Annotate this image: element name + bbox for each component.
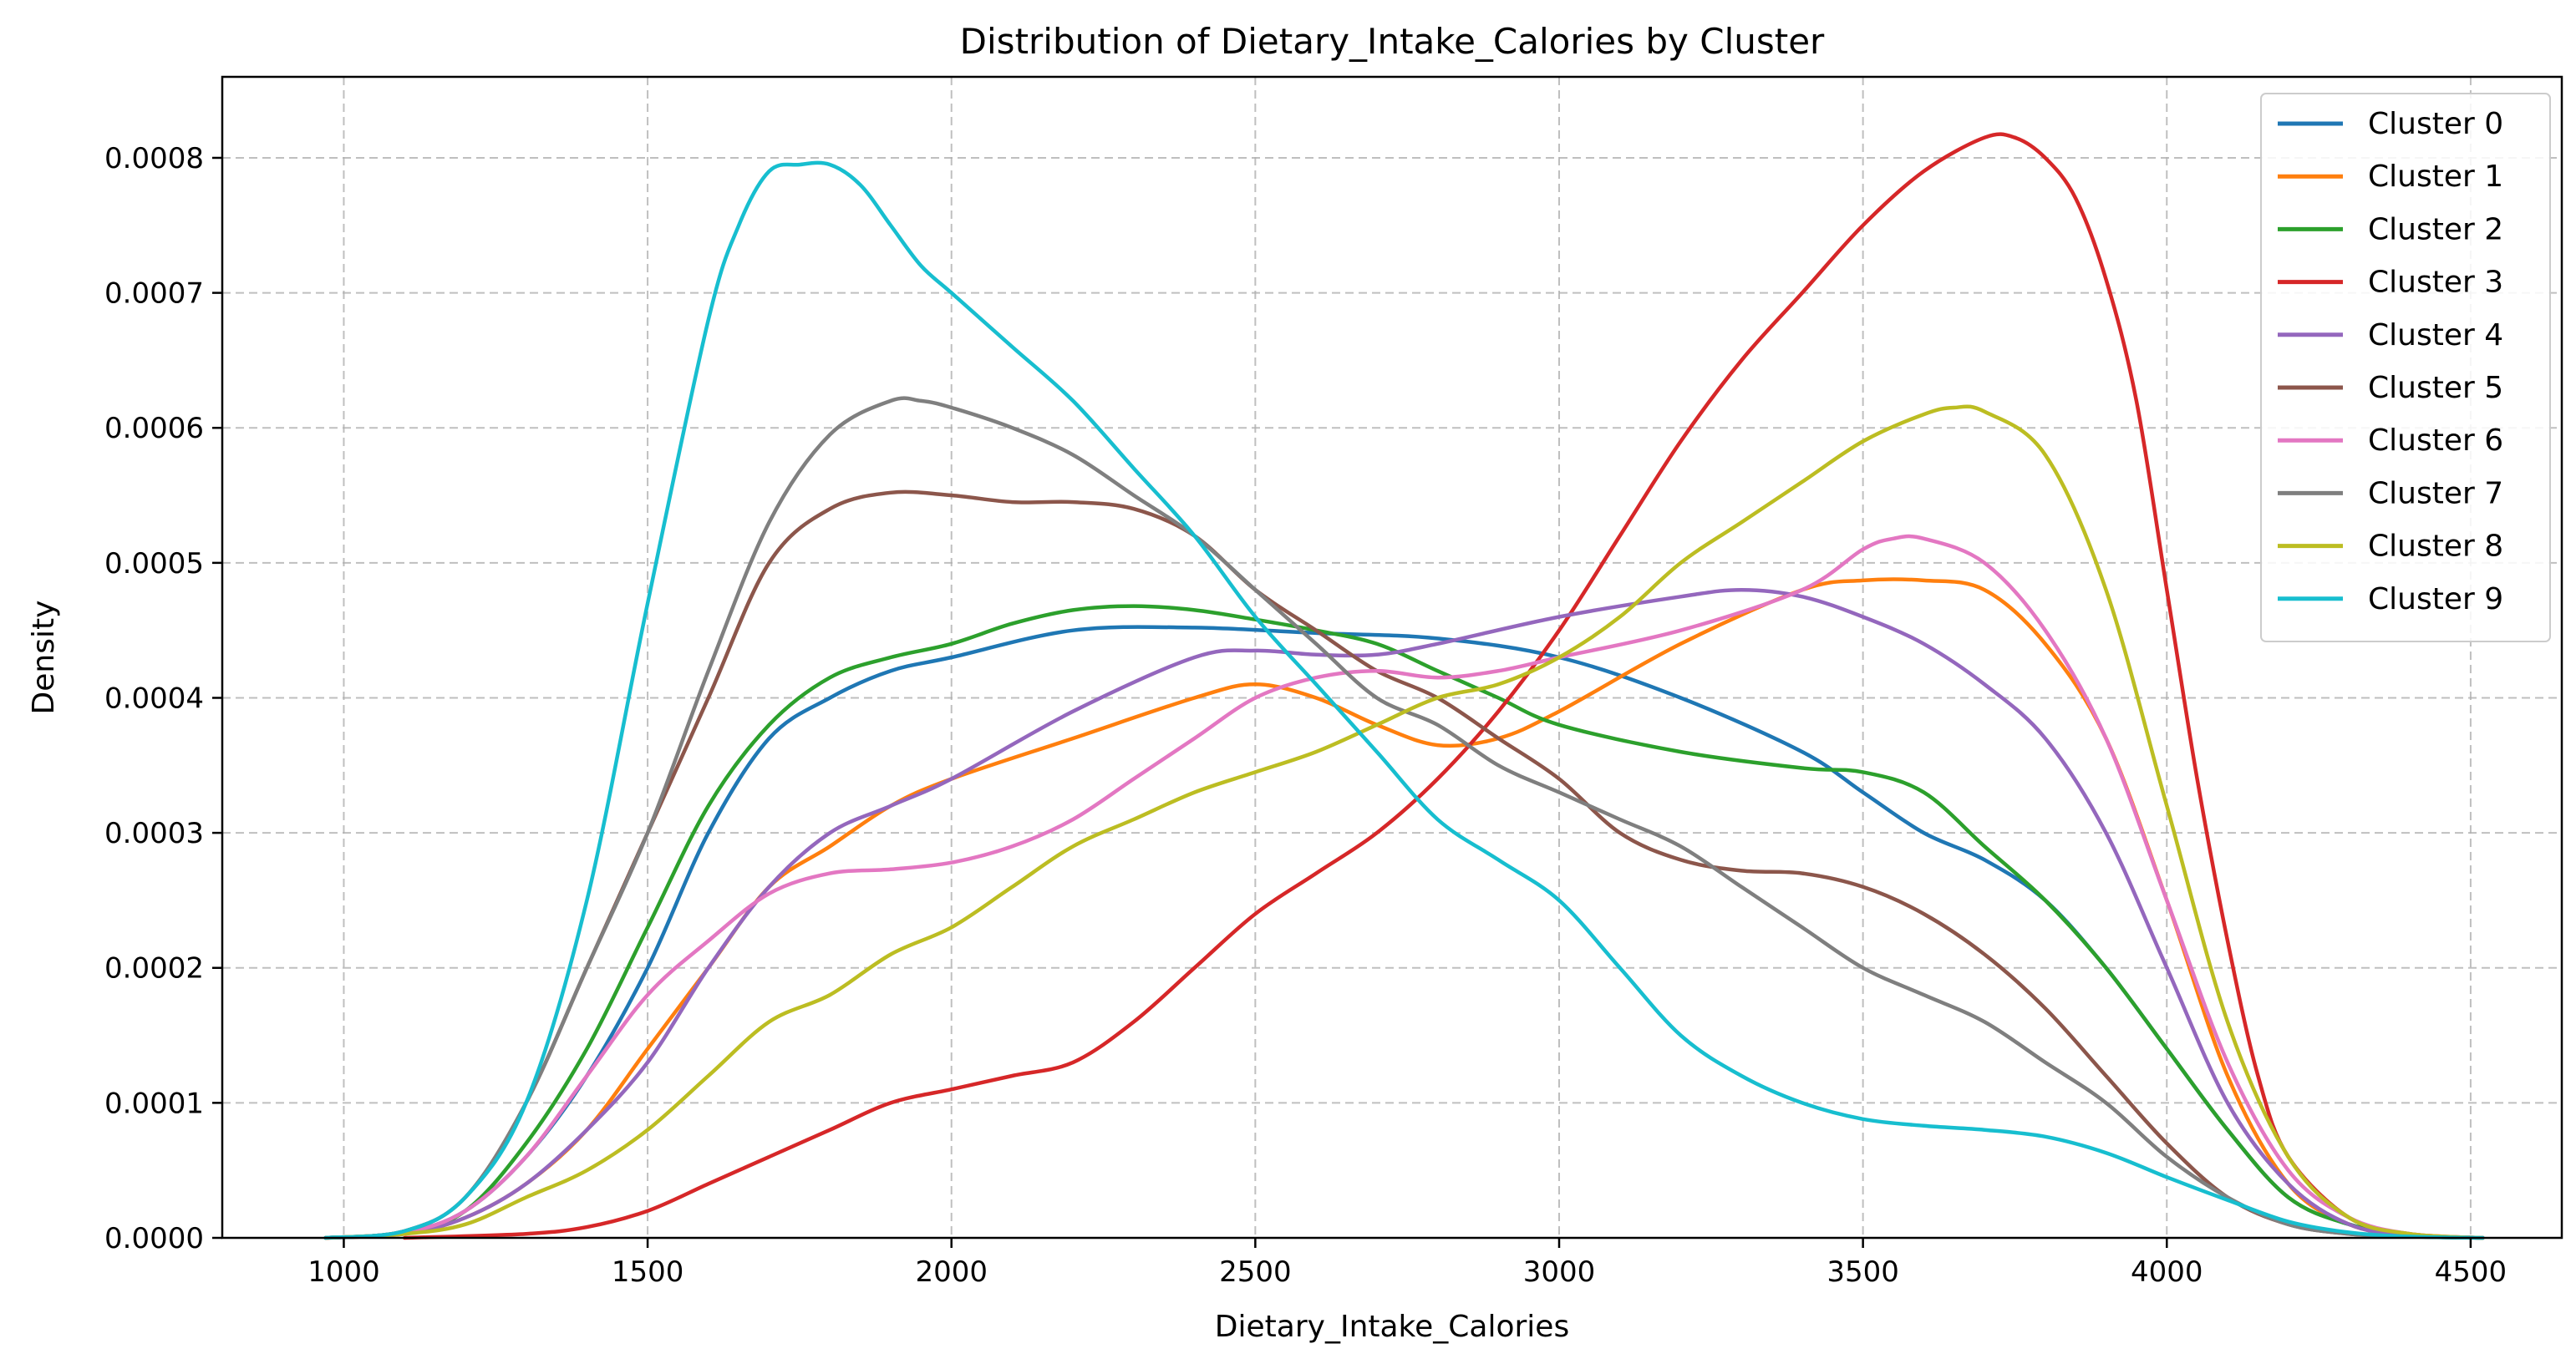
series-lines xyxy=(323,132,2485,1240)
legend-label: Cluster 5 xyxy=(2368,371,2503,405)
x-tick-label: 1500 xyxy=(612,1255,684,1289)
series-line-cluster-6 xyxy=(323,534,2485,1240)
legend-label: Cluster 4 xyxy=(2368,318,2503,352)
y-tick-label: 0.0002 xyxy=(104,952,204,986)
legend-label: Cluster 9 xyxy=(2368,582,2503,616)
x-tick-label: 2500 xyxy=(1219,1255,1292,1289)
legend-label: Cluster 7 xyxy=(2368,476,2503,510)
series-line-cluster-7 xyxy=(323,396,2485,1240)
series-line-cluster-4 xyxy=(323,587,2485,1240)
series-line-cluster-8 xyxy=(323,404,2485,1240)
y-axis-label: Density xyxy=(27,601,61,715)
legend: Cluster 0 Cluster 1 Cluster 2 Cluster 3 Clus… xyxy=(2260,93,2551,642)
legend-label: Cluster 2 xyxy=(2368,212,2503,246)
x-tick-label: 4500 xyxy=(2435,1255,2507,1289)
y-tick-label: 0.0006 xyxy=(104,412,204,445)
series-line-cluster-2 xyxy=(323,604,2485,1240)
x-axis-label: Dietary_Intake_Calories xyxy=(1215,1310,1569,1344)
chart-title: Distribution of Dietary_Intake_Calories … xyxy=(960,21,1825,62)
legend-label: Cluster 1 xyxy=(2368,160,2503,194)
series-line-cluster-9 xyxy=(323,160,2485,1240)
y-tick-label: 0.0001 xyxy=(104,1087,204,1120)
x-tick-label: 2000 xyxy=(915,1255,988,1289)
y-tick-label: 0.0007 xyxy=(104,277,204,311)
x-tick-label: 4000 xyxy=(2131,1255,2203,1289)
plot-frame xyxy=(221,75,2563,1240)
y-tick-label: 0.0000 xyxy=(104,1222,204,1255)
y-tick-label: 0.0005 xyxy=(104,547,204,581)
x-tick-label: 1000 xyxy=(307,1255,380,1289)
x-tick-label: 3000 xyxy=(1523,1255,1596,1289)
legend-label: Cluster 6 xyxy=(2368,423,2503,458)
x-tick-label: 3500 xyxy=(1827,1255,1899,1289)
y-tick-label: 0.0004 xyxy=(104,682,204,715)
y-axis-ticks: 0.0000 0.0001 0.0002 0.0003 0.0004 0.0005 0.00… xyxy=(104,142,222,1255)
y-tick-label: 0.0003 xyxy=(104,817,204,850)
y-tick-label: 0.0008 xyxy=(104,142,204,175)
x-axis-ticks: 1000 1500 2000 2500 3000 3500 4000 4500 xyxy=(307,1238,2507,1289)
series-line-cluster-3 xyxy=(402,132,2485,1240)
legend-label: Cluster 8 xyxy=(2368,530,2503,564)
legend-label: Cluster 3 xyxy=(2368,266,2503,300)
legend-label: Cluster 0 xyxy=(2368,107,2503,141)
